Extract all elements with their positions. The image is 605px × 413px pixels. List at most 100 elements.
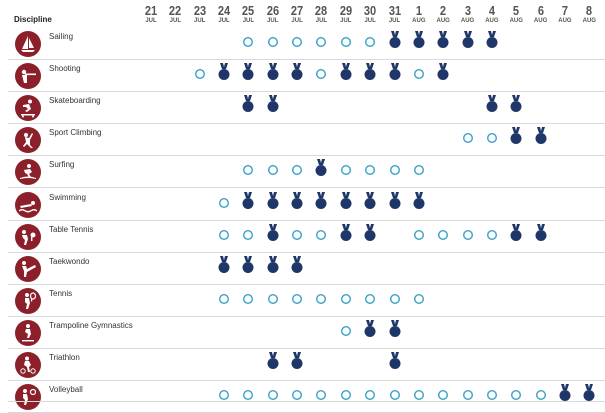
competition-day-icon [461, 128, 475, 146]
schedule-row: Swimming [0, 189, 605, 221]
medal-event-icon [388, 63, 402, 81]
date-column-header: 30 JUL [358, 4, 382, 24]
competition-day-icon [314, 289, 328, 307]
medal-event-icon [290, 255, 304, 274]
date-month: JUL [169, 18, 182, 24]
competition-day-icon [290, 289, 304, 307]
medal-event-icon [241, 255, 255, 274]
date-day: 26 [266, 3, 279, 18]
medal-event-icon [558, 384, 572, 402]
medal-event-icon [290, 191, 304, 210]
date-month: AUG [485, 18, 499, 24]
date-day: 28 [315, 3, 328, 18]
medal-event-icon [217, 255, 231, 274]
competition-day-icon [217, 385, 231, 403]
schedule-row: Surfing [0, 156, 605, 189]
medal-event-icon [461, 31, 475, 49]
competition-day-icon [241, 225, 255, 243]
medal-event-icon [290, 63, 304, 81]
date-column-header: 3 AUG [456, 4, 480, 24]
competition-day-icon [509, 385, 523, 403]
competition-day-icon [290, 32, 304, 50]
discipline-header: Discipline [14, 15, 52, 24]
competition-day-icon [217, 225, 231, 243]
date-month: AUG [412, 18, 426, 24]
competition-day-icon [436, 385, 450, 403]
schedule-row: Table Tennis [0, 221, 605, 253]
medal-event-icon [339, 63, 353, 81]
date-column-header: 25 JUL [236, 4, 260, 24]
competition-day-icon [339, 32, 353, 50]
schedule-row: Trampoline Gymnastics [0, 317, 605, 349]
row-divider [8, 91, 605, 93]
date-month: AUG [582, 18, 596, 24]
competition-day-icon [314, 385, 328, 403]
competition-day-icon [363, 289, 377, 307]
date-month: JUL [388, 18, 401, 24]
schedule-row: Shooting [0, 60, 605, 93]
medal-event-icon [363, 319, 377, 338]
discipline-name: Skateboarding [49, 96, 101, 106]
competition-day-icon [339, 160, 353, 178]
date-column-header: 23 JUL [188, 4, 212, 24]
medal-event-icon [582, 384, 596, 402]
medal-event-icon [266, 255, 280, 274]
competition-day-icon [412, 385, 426, 403]
date-month: JUL [267, 18, 279, 24]
date-column-header: 5 AUG [504, 4, 528, 24]
date-column-header: 4 AUG [480, 4, 504, 24]
schedule-row: Skateboarding [0, 92, 605, 125]
competition-day-icon [412, 160, 426, 178]
date-column-header: 26 JUL [261, 4, 285, 24]
date-month: AUG [509, 18, 523, 24]
medal-event-icon [509, 95, 523, 113]
date-month: JUL [145, 18, 157, 24]
date-column-header: 6 AUG [529, 4, 553, 24]
discipline-name: Triathlon [49, 353, 80, 362]
competition-day-icon [485, 385, 499, 403]
medal-event-icon [363, 63, 377, 81]
date-day: 21 [144, 3, 158, 18]
date-column-header: 8 AUG [577, 4, 601, 24]
medal-event-icon [388, 191, 402, 210]
medal-event-icon [485, 95, 499, 113]
bottom-divider [8, 401, 605, 402]
medal-event-icon [339, 191, 353, 210]
date-day: 22 [169, 3, 182, 18]
medal-event-icon [363, 223, 377, 242]
date-month: JUL [218, 18, 230, 24]
row-divider [8, 380, 605, 381]
competition-day-icon [241, 385, 255, 403]
surfing-icon [15, 159, 41, 186]
date-month: JUL [340, 18, 352, 24]
schedule-row: Triathlon [0, 349, 605, 381]
competition-day-icon [217, 289, 231, 307]
date-day: 6 [537, 3, 544, 18]
skateboarding-icon [15, 95, 41, 122]
trampoline-icon [15, 319, 41, 346]
medal-event-icon [241, 95, 255, 113]
medal-event-icon [314, 159, 328, 177]
table-tennis-icon [15, 223, 41, 250]
date-column-header: 31 JUL [383, 4, 407, 24]
competition-day-icon [461, 385, 475, 403]
date-month: JUL [194, 18, 206, 24]
date-day: 31 [388, 3, 401, 18]
competition-day-icon [534, 385, 548, 403]
medal-event-icon [217, 63, 231, 81]
row-divider [8, 123, 605, 125]
date-day: 1 [415, 3, 422, 18]
triathlon-icon [15, 352, 41, 378]
competition-day-icon [412, 64, 426, 82]
competition-day-icon [412, 289, 426, 307]
competition-day-icon [266, 32, 280, 50]
date-column-header: 22 JUL [163, 4, 187, 24]
schedule-row: Tennis [0, 285, 605, 317]
medal-event-icon [314, 191, 328, 210]
competition-day-icon [290, 160, 304, 178]
competition-day-icon [436, 225, 450, 243]
row-divider [8, 315, 605, 317]
medal-event-icon [388, 352, 402, 370]
date-day: 27 [290, 3, 304, 18]
